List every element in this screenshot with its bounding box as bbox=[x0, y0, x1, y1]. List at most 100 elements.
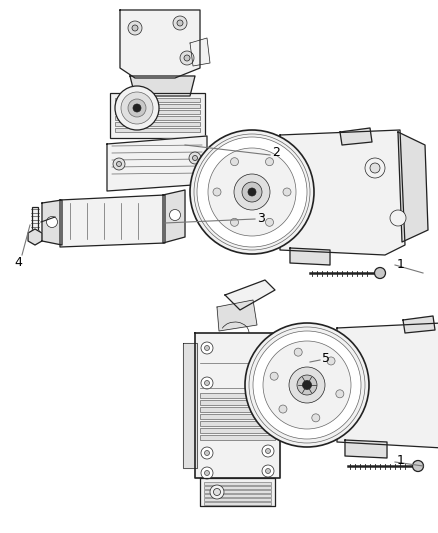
Polygon shape bbox=[107, 136, 207, 191]
Polygon shape bbox=[340, 128, 372, 145]
Circle shape bbox=[177, 20, 183, 26]
Polygon shape bbox=[200, 478, 275, 506]
Polygon shape bbox=[195, 333, 280, 478]
Bar bbox=[200, 428, 275, 433]
Circle shape bbox=[189, 152, 201, 164]
Bar bbox=[204, 494, 271, 497]
Circle shape bbox=[262, 342, 274, 354]
Polygon shape bbox=[190, 38, 210, 66]
Circle shape bbox=[265, 376, 271, 381]
Bar bbox=[204, 482, 271, 485]
Circle shape bbox=[374, 268, 385, 279]
Circle shape bbox=[46, 216, 57, 228]
Text: 2: 2 bbox=[272, 147, 280, 159]
Bar bbox=[115, 116, 200, 120]
Bar bbox=[110, 93, 205, 138]
Bar bbox=[115, 110, 200, 114]
Circle shape bbox=[262, 465, 274, 477]
Polygon shape bbox=[337, 322, 438, 448]
Circle shape bbox=[336, 390, 344, 398]
Bar bbox=[115, 98, 200, 102]
Circle shape bbox=[201, 377, 213, 389]
Circle shape bbox=[297, 375, 317, 395]
Text: 3: 3 bbox=[257, 212, 265, 224]
Circle shape bbox=[213, 188, 221, 196]
Circle shape bbox=[265, 219, 273, 227]
Bar bbox=[115, 122, 200, 126]
Circle shape bbox=[312, 414, 320, 422]
Circle shape bbox=[413, 461, 424, 472]
Circle shape bbox=[201, 342, 213, 354]
Text: 1: 1 bbox=[397, 257, 405, 271]
Bar bbox=[204, 490, 271, 493]
Circle shape bbox=[201, 447, 213, 459]
Circle shape bbox=[303, 381, 311, 390]
Circle shape bbox=[173, 16, 187, 30]
Text: 5: 5 bbox=[322, 351, 330, 365]
Circle shape bbox=[192, 156, 198, 160]
Circle shape bbox=[208, 148, 296, 236]
Circle shape bbox=[205, 345, 209, 351]
Bar bbox=[204, 502, 271, 505]
Circle shape bbox=[279, 405, 287, 413]
Circle shape bbox=[265, 448, 271, 454]
Circle shape bbox=[180, 51, 194, 65]
Circle shape bbox=[265, 345, 271, 351]
Text: 4: 4 bbox=[14, 256, 22, 270]
Circle shape bbox=[128, 99, 146, 117]
Polygon shape bbox=[398, 132, 428, 242]
Bar bbox=[200, 414, 275, 419]
Circle shape bbox=[283, 188, 291, 196]
Circle shape bbox=[262, 445, 274, 457]
Bar bbox=[200, 407, 275, 412]
Circle shape bbox=[201, 467, 213, 479]
Circle shape bbox=[248, 188, 256, 196]
Circle shape bbox=[121, 92, 153, 124]
Circle shape bbox=[234, 174, 270, 210]
Circle shape bbox=[294, 348, 302, 356]
Polygon shape bbox=[120, 10, 200, 78]
Circle shape bbox=[242, 182, 262, 202]
Polygon shape bbox=[217, 300, 257, 331]
Circle shape bbox=[390, 210, 406, 226]
Polygon shape bbox=[163, 190, 185, 243]
Bar bbox=[200, 400, 275, 405]
Polygon shape bbox=[183, 343, 197, 468]
Circle shape bbox=[245, 323, 369, 447]
Bar bbox=[115, 104, 200, 108]
Circle shape bbox=[327, 357, 335, 365]
Circle shape bbox=[205, 450, 209, 456]
Circle shape bbox=[265, 469, 271, 473]
Circle shape bbox=[265, 158, 273, 166]
Polygon shape bbox=[280, 130, 405, 255]
Polygon shape bbox=[42, 200, 62, 245]
Polygon shape bbox=[28, 229, 42, 245]
Circle shape bbox=[133, 104, 141, 112]
Polygon shape bbox=[225, 280, 275, 310]
Polygon shape bbox=[130, 76, 195, 96]
Circle shape bbox=[370, 163, 380, 173]
Circle shape bbox=[197, 137, 307, 247]
Polygon shape bbox=[345, 440, 387, 458]
Circle shape bbox=[263, 341, 351, 429]
Circle shape bbox=[205, 471, 209, 475]
Bar bbox=[204, 486, 271, 489]
Text: 1: 1 bbox=[397, 455, 405, 467]
Circle shape bbox=[117, 161, 121, 166]
Polygon shape bbox=[403, 316, 435, 333]
Circle shape bbox=[190, 130, 314, 254]
Circle shape bbox=[230, 219, 239, 227]
Bar bbox=[204, 498, 271, 501]
Circle shape bbox=[213, 489, 220, 496]
Circle shape bbox=[184, 55, 190, 61]
Circle shape bbox=[230, 158, 239, 166]
Circle shape bbox=[170, 209, 180, 221]
Bar bbox=[200, 393, 275, 398]
Bar bbox=[200, 421, 275, 426]
Circle shape bbox=[132, 25, 138, 31]
Polygon shape bbox=[290, 248, 330, 265]
Polygon shape bbox=[60, 195, 165, 247]
Bar bbox=[200, 435, 275, 440]
Circle shape bbox=[115, 86, 159, 130]
Circle shape bbox=[128, 21, 142, 35]
